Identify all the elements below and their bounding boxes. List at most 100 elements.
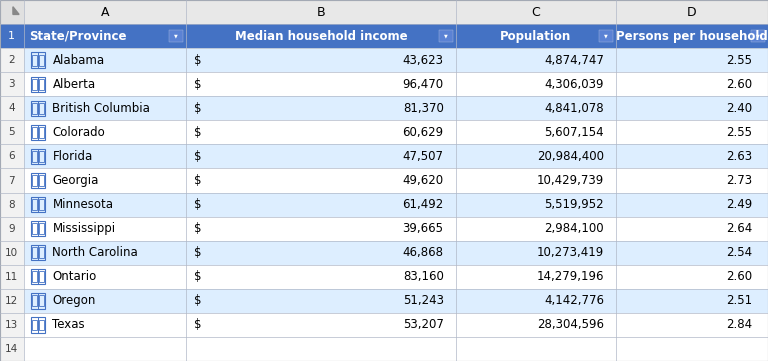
Text: $: $ xyxy=(194,270,202,283)
Bar xyxy=(0,241,24,265)
Bar xyxy=(186,192,455,217)
Bar xyxy=(0,144,24,169)
Bar xyxy=(39,199,45,210)
Text: 14: 14 xyxy=(5,344,18,354)
Text: 43,623: 43,623 xyxy=(402,54,444,67)
Bar xyxy=(24,72,186,96)
Bar xyxy=(39,247,45,258)
Bar xyxy=(31,271,37,282)
Bar xyxy=(31,269,45,284)
Bar xyxy=(24,241,186,265)
Text: $: $ xyxy=(194,222,202,235)
Bar xyxy=(24,24,186,48)
Bar xyxy=(599,30,613,42)
Bar xyxy=(0,48,24,72)
Bar xyxy=(39,79,45,90)
Bar xyxy=(0,337,24,361)
Bar xyxy=(39,151,45,162)
Text: ▼: ▼ xyxy=(174,34,178,39)
Text: 47,507: 47,507 xyxy=(402,150,444,163)
Bar xyxy=(616,96,768,120)
Bar xyxy=(616,24,768,48)
Text: 28,304,596: 28,304,596 xyxy=(537,318,604,331)
Bar xyxy=(455,241,616,265)
Text: 53,207: 53,207 xyxy=(402,318,444,331)
Bar xyxy=(616,72,768,96)
Text: 13: 13 xyxy=(5,320,18,330)
Bar xyxy=(0,0,24,24)
Bar xyxy=(24,337,186,361)
Bar xyxy=(455,120,616,144)
Bar xyxy=(24,289,186,313)
Bar xyxy=(0,24,24,48)
Text: 96,470: 96,470 xyxy=(402,78,444,91)
Bar xyxy=(616,169,768,192)
Bar xyxy=(39,295,45,306)
Bar xyxy=(31,101,45,116)
Bar xyxy=(31,245,45,260)
Text: 4,874,747: 4,874,747 xyxy=(545,54,604,67)
Bar xyxy=(31,197,45,212)
Bar xyxy=(616,313,768,337)
Bar xyxy=(39,271,45,282)
Bar xyxy=(616,144,768,169)
Text: $: $ xyxy=(194,174,202,187)
Bar xyxy=(24,192,186,217)
Bar xyxy=(0,289,24,313)
Text: Texas: Texas xyxy=(52,318,85,331)
Bar xyxy=(31,293,45,309)
Bar xyxy=(31,55,37,66)
Text: North Carolina: North Carolina xyxy=(52,246,138,259)
Bar xyxy=(439,30,452,42)
Bar xyxy=(455,337,616,361)
Bar xyxy=(455,24,616,48)
Bar xyxy=(0,313,24,337)
Text: 8: 8 xyxy=(8,200,15,210)
Text: Alberta: Alberta xyxy=(52,78,95,91)
Text: $: $ xyxy=(194,294,202,307)
Text: $: $ xyxy=(194,102,202,115)
Bar xyxy=(616,48,768,72)
Bar xyxy=(39,175,45,186)
Bar xyxy=(186,144,455,169)
Text: 61,492: 61,492 xyxy=(402,198,444,211)
Bar xyxy=(186,217,455,241)
Text: $: $ xyxy=(194,126,202,139)
Text: ▼: ▼ xyxy=(604,34,608,39)
Bar xyxy=(24,144,186,169)
Bar xyxy=(31,103,37,114)
Text: $: $ xyxy=(194,318,202,331)
Text: 12: 12 xyxy=(5,296,18,306)
Text: 2: 2 xyxy=(8,55,15,65)
Bar xyxy=(616,0,768,24)
Bar xyxy=(455,96,616,120)
Bar xyxy=(31,52,45,68)
Text: 60,629: 60,629 xyxy=(402,126,444,139)
Text: 2.63: 2.63 xyxy=(726,150,752,163)
Text: 4,142,776: 4,142,776 xyxy=(544,294,604,307)
Bar xyxy=(186,313,455,337)
Text: 5,519,952: 5,519,952 xyxy=(545,198,604,211)
Text: 2,984,100: 2,984,100 xyxy=(545,222,604,235)
Text: 9: 9 xyxy=(8,223,15,234)
Bar xyxy=(455,217,616,241)
Text: State/Province: State/Province xyxy=(29,30,127,43)
Text: 49,620: 49,620 xyxy=(402,174,444,187)
Text: 14,279,196: 14,279,196 xyxy=(537,270,604,283)
Bar xyxy=(0,72,24,96)
Text: $: $ xyxy=(194,54,202,67)
Bar xyxy=(616,265,768,289)
Text: Median household income: Median household income xyxy=(234,30,407,43)
Text: 2.73: 2.73 xyxy=(726,174,752,187)
Bar xyxy=(31,247,37,258)
Bar xyxy=(0,169,24,192)
Text: 2.54: 2.54 xyxy=(726,246,752,259)
Text: 46,868: 46,868 xyxy=(402,246,444,259)
Text: 3: 3 xyxy=(8,79,15,89)
Text: $: $ xyxy=(194,150,202,163)
Text: ▼: ▼ xyxy=(756,34,760,39)
Text: $: $ xyxy=(194,78,202,91)
Bar xyxy=(24,313,186,337)
Text: 10: 10 xyxy=(5,248,18,258)
Bar xyxy=(186,48,455,72)
